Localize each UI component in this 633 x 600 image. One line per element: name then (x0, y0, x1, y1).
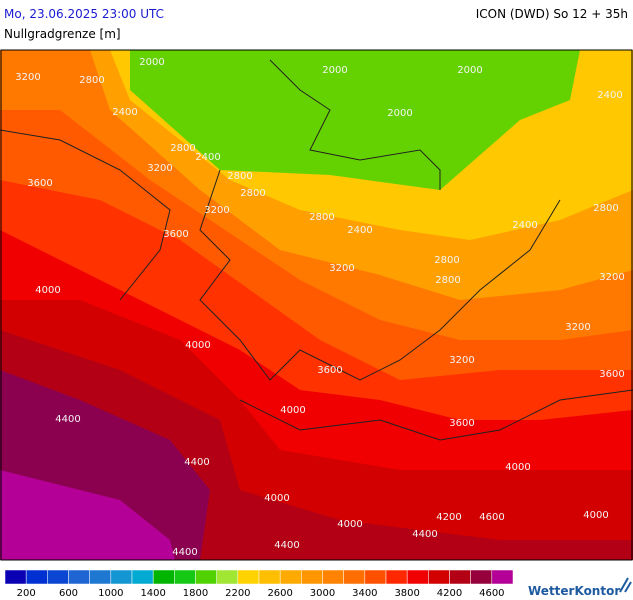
legend-tick: 3800 (394, 588, 419, 599)
contour-label: 4000 (505, 462, 530, 473)
contour-label: 4000 (583, 510, 608, 521)
contour-label: 2000 (457, 65, 482, 76)
contour-label: 4000 (264, 493, 289, 504)
contour-label: 2800 (593, 203, 618, 214)
map-frame (0, 49, 633, 561)
contour-label: 3600 (449, 418, 474, 429)
contour-label: 4000 (337, 519, 362, 530)
color-box (25, 569, 48, 585)
contour-label: 3200 (147, 163, 172, 174)
contour-label: 4400 (274, 540, 299, 551)
legend-tick: 3400 (352, 588, 377, 599)
color-box (406, 569, 429, 585)
color-box (428, 569, 450, 585)
legend-tick: 4600 (479, 588, 504, 599)
contour-label: 2000 (387, 108, 412, 119)
color-box (322, 569, 344, 585)
contour-label: 4000 (280, 405, 305, 416)
contour-label: 2400 (347, 225, 372, 236)
contour-label: 2800 (79, 75, 104, 86)
contour-label: 3200 (449, 355, 474, 366)
border (269, 59, 441, 190)
contour-label: 3600 (163, 229, 188, 240)
contour-label: 4200 (436, 512, 461, 523)
color-box (110, 569, 133, 585)
contour-label: 4600 (479, 512, 504, 523)
parameter: Nullgradgrenze [m] (4, 27, 121, 41)
contour-label: 2800 (240, 188, 265, 199)
zone (0, 470, 175, 560)
legend-tick: 600 (59, 588, 78, 599)
contour-label: 3600 (599, 369, 624, 380)
contour-label: 2400 (112, 107, 137, 118)
legend-tick: 1800 (183, 588, 208, 599)
contour-label: 2400 (195, 152, 220, 163)
contour-label: 2400 (597, 90, 622, 101)
contour-label: 2000 (322, 65, 347, 76)
border (0, 129, 171, 301)
color-box (237, 569, 260, 585)
color-box (301, 569, 323, 585)
color-box (47, 569, 69, 585)
color-box (470, 569, 493, 585)
contour-label: 2800 (227, 171, 252, 182)
contour-label: 4400 (55, 414, 80, 425)
logo-text: WetterKontor (528, 584, 620, 598)
color-box (195, 569, 217, 585)
contour-label: 4000 (185, 340, 210, 351)
contour-label: 2000 (139, 57, 164, 68)
color-box (279, 569, 302, 585)
color-box (343, 569, 366, 585)
contour-label: 2400 (512, 220, 537, 231)
color-box (4, 569, 27, 585)
contour-label: 3200 (204, 205, 229, 216)
contour-label: 4400 (184, 457, 209, 468)
color-box (68, 569, 90, 585)
logo: WetterKontor (528, 577, 632, 598)
contour-label: 3600 (27, 178, 52, 189)
color-box (131, 569, 154, 585)
border (199, 169, 561, 381)
color-box (216, 569, 239, 585)
legend-tick: 200 (17, 588, 36, 599)
contour-label: 4400 (172, 547, 197, 558)
color-box (491, 569, 514, 585)
contour-label: 4400 (412, 529, 437, 540)
contour-label: 4000 (35, 285, 60, 296)
color-box (89, 569, 112, 585)
contour-label: 2800 (170, 143, 195, 154)
color-box (258, 569, 281, 585)
contour-label: 2800 (434, 255, 459, 266)
legend-tick: 3000 (310, 588, 335, 599)
map-area (0, 49, 633, 561)
logo-icon (624, 581, 632, 593)
contour-label: 3200 (565, 322, 590, 333)
contour-label: 2800 (309, 212, 334, 223)
color-box (152, 569, 175, 585)
color-box (385, 569, 408, 585)
contour-label: 3200 (15, 72, 40, 83)
legend-tick: 2600 (267, 588, 292, 599)
color-box (174, 569, 196, 585)
datetime: Mo, 23.06.2025 23:00 UTC (4, 7, 164, 21)
legend-tick: 4200 (437, 588, 462, 599)
contour-label: 3200 (599, 272, 624, 283)
border (239, 389, 633, 441)
contour-label: 3200 (329, 263, 354, 274)
color-box (449, 569, 471, 585)
color-box (364, 569, 387, 585)
legend-tick: 2200 (225, 588, 250, 599)
logo-icon (619, 577, 629, 593)
legend-tick: 1400 (140, 588, 165, 599)
model-run: ICON (DWD) So 12 + 35h (476, 7, 628, 21)
contour-label: 3600 (317, 365, 342, 376)
contour-label: 2800 (435, 275, 460, 286)
legend-tick: 1000 (98, 588, 123, 599)
